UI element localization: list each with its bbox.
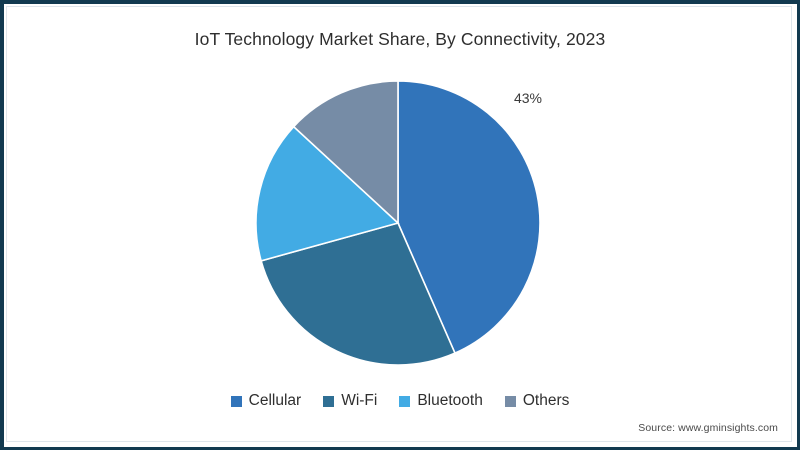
- legend-item-others[interactable]: Others: [504, 392, 570, 410]
- legend-item-label: Bluetooth: [417, 392, 483, 409]
- legend-swatch-icon: [230, 395, 242, 407]
- pie-slice-bluetooth[interactable]: [255, 125, 400, 262]
- legend-item-label: Wi-Fi: [341, 392, 378, 409]
- frame-border-bottom: [0, 447, 800, 450]
- legend-item-label: Others: [522, 392, 570, 409]
- pie-slice-group: [255, 80, 541, 366]
- chart-legend: Cellular Wi-Fi Bluetooth Others: [0, 392, 800, 410]
- legend-item-bluetooth[interactable]: Bluetooth: [399, 392, 483, 410]
- frame-border-top: [0, 0, 800, 4]
- pie-slice-others[interactable]: [292, 80, 399, 225]
- source-note: Source: www.gminsights.com: [638, 422, 778, 434]
- pie-slice-wi-fi[interactable]: [260, 222, 456, 366]
- pie-label-cellular-percent: 43%: [513, 90, 543, 106]
- legend-item-wi-fi[interactable]: Wi-Fi: [323, 392, 377, 410]
- pie-slice-cellular[interactable]: [397, 80, 541, 355]
- legend-item-cellular[interactable]: Cellular: [230, 392, 302, 410]
- chart-title: IoT Technology Market Share, By Connecti…: [194, 29, 606, 49]
- legend-item-label: Cellular: [248, 392, 302, 409]
- legend-swatch-icon: [504, 395, 516, 407]
- legend-swatch-icon: [323, 395, 335, 407]
- legend-swatch-icon: [399, 395, 411, 407]
- frame-border-left: [0, 0, 4, 450]
- frame-border-right: [797, 0, 800, 450]
